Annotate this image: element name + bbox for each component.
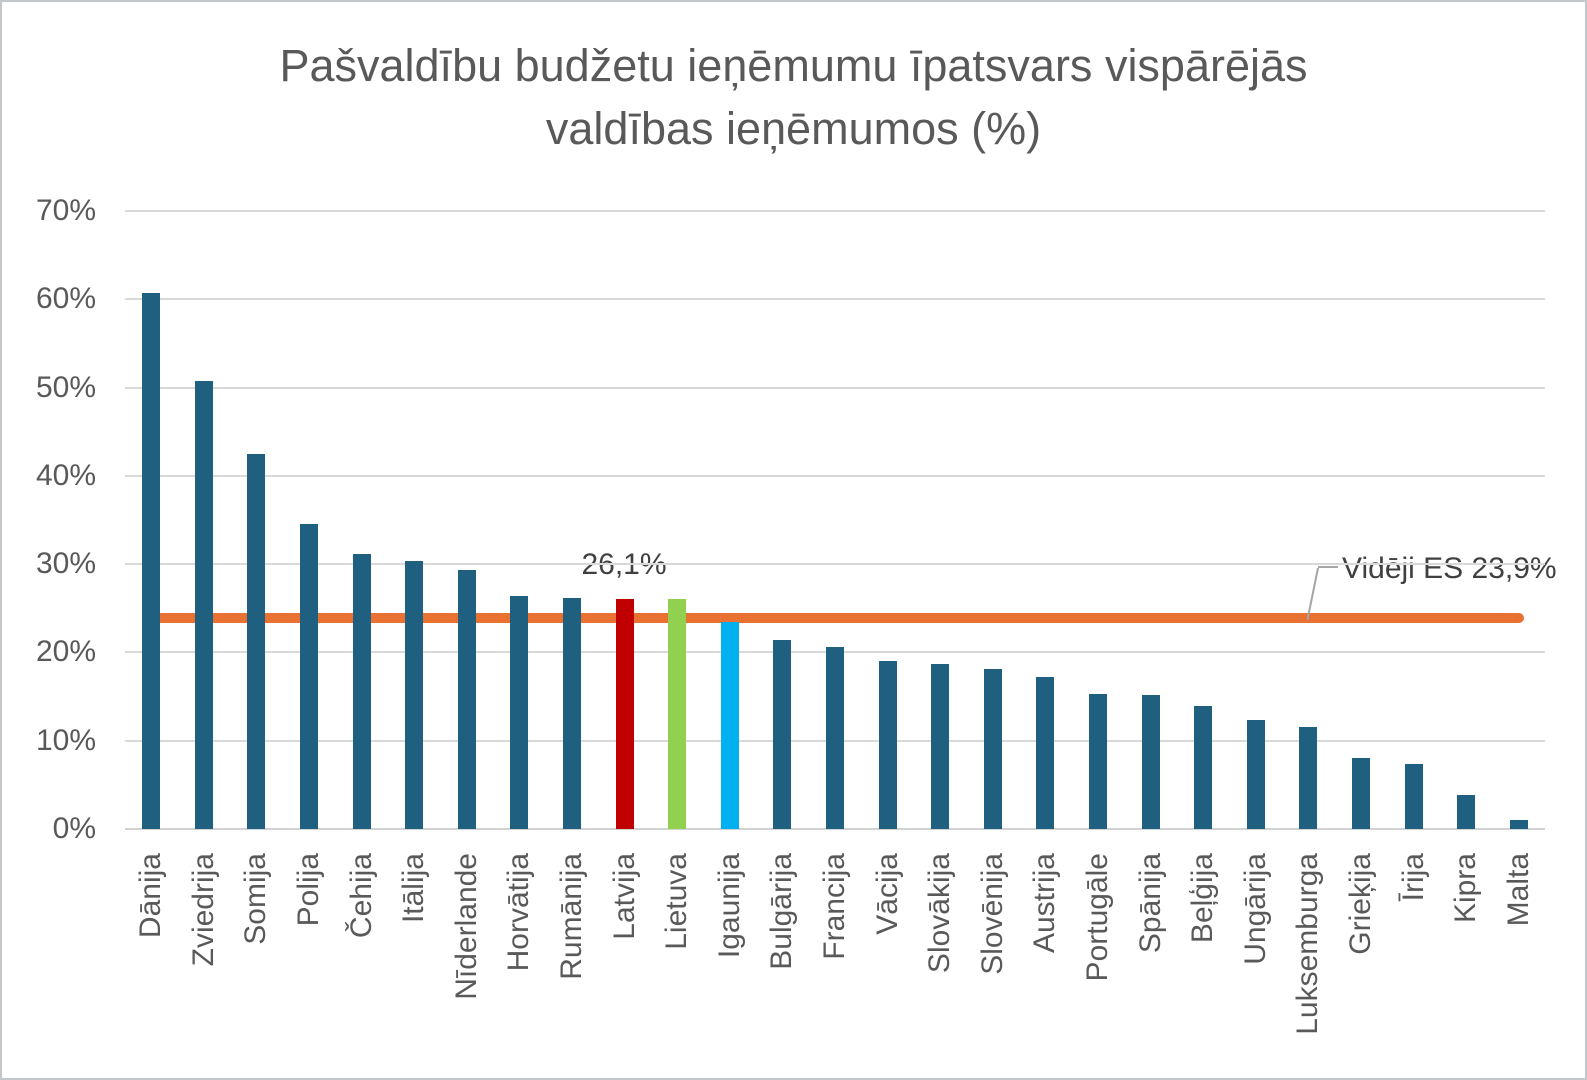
- x-axis-label: Kipra: [1449, 853, 1483, 924]
- x-axis-label: Itālija: [397, 853, 431, 924]
- gridline: [125, 474, 1545, 477]
- bar-malta: [1509, 820, 1528, 829]
- gridline: [125, 210, 1545, 212]
- bar-portugāle: [1088, 693, 1107, 829]
- x-axis-line: [125, 828, 1545, 830]
- bar-zviedrija: [194, 380, 213, 829]
- x-axis-label: Zviedrija: [186, 853, 220, 967]
- x-axis-label: Nīderlande: [449, 853, 483, 1000]
- bar-slovēnija: [983, 669, 1002, 829]
- bar-spānija: [1141, 694, 1160, 829]
- x-axis-label: Spānija: [1133, 853, 1167, 954]
- y-axis-label: 30%: [35, 547, 96, 581]
- x-axis-label: Slovākija: [923, 853, 957, 974]
- x-axis-label: Vācija: [870, 853, 904, 935]
- x-axis-label: Latvija: [607, 853, 641, 940]
- y-axis-label: 0%: [52, 812, 96, 845]
- average-line-label: Vidēji ES 23,9%: [1342, 552, 1557, 585]
- x-axis-label: Beļģija: [1186, 853, 1220, 944]
- bar-francija: [826, 647, 844, 829]
- x-axis-label: Bulgārija: [765, 853, 799, 970]
- bar-grieķija: [1351, 758, 1370, 829]
- x-axis-label: Luksemburga: [1291, 853, 1325, 1035]
- bar-lietuva: [668, 599, 687, 829]
- bar-luksemburga: [1299, 727, 1318, 829]
- x-axis-label: Somija: [239, 853, 273, 945]
- x-axis-label: Horvātija: [502, 853, 536, 972]
- x-axis-label: Portugāle: [1080, 853, 1114, 982]
- x-axis-label: Ungārija: [1238, 853, 1272, 965]
- x-axis-label: Francija: [818, 853, 851, 960]
- x-axis-label: Rumānija: [555, 853, 589, 980]
- bar-polija: [300, 523, 319, 829]
- x-axis-label: Čehija: [344, 853, 378, 939]
- y-axis-label: 70%: [35, 194, 96, 227]
- x-axis-label: Igaunija: [712, 853, 746, 959]
- bar-rumānija: [563, 597, 582, 829]
- bar-slovākija: [931, 663, 950, 829]
- chart-title: Pašvaldību budžetu ieņēmumu īpatsvars vi…: [2, 34, 1585, 160]
- x-axis-label: Īrija: [1396, 853, 1430, 902]
- bar-nīderlande: [457, 570, 476, 829]
- bar-austrija: [1036, 677, 1055, 829]
- x-axis-label: Lietuva: [660, 853, 694, 950]
- x-axis-label: Austrija: [1028, 853, 1062, 954]
- bar-dānija: [142, 293, 161, 829]
- average-line: [145, 612, 1524, 623]
- bar-bulgārija: [773, 640, 792, 829]
- bar-itālija: [405, 561, 424, 829]
- average-line-callout-horizontal: [1318, 566, 1338, 568]
- bar-igaunija: [720, 622, 739, 829]
- bar-kipra: [1457, 794, 1476, 829]
- chart-title-line1: Pašvaldību budžetu ieņēmumu īpatsvars vi…: [279, 40, 1308, 91]
- x-axis-label: Grieķija: [1343, 853, 1377, 955]
- x-axis-label: Polija: [292, 853, 326, 927]
- x-axis-label: Malta: [1501, 853, 1535, 927]
- bar-vācija: [878, 661, 897, 829]
- y-axis-label: 50%: [35, 370, 96, 404]
- y-axis-label: 10%: [35, 723, 96, 757]
- gridline: [125, 386, 1545, 389]
- gridline: [125, 298, 1545, 301]
- y-axis-label: 20%: [35, 635, 96, 669]
- bar-beļģija: [1194, 706, 1213, 829]
- bar-čehija: [352, 554, 371, 829]
- bar-latvija: [615, 598, 634, 829]
- bar-īrija: [1404, 763, 1423, 829]
- bar-ungārija: [1246, 719, 1265, 829]
- x-axis-label: Slovēnija: [975, 853, 1009, 975]
- x-axis-label: Dānija: [134, 853, 168, 939]
- bar-somija: [247, 453, 266, 829]
- chart-title-line2: valdības ieņēmumos (%): [545, 103, 1042, 154]
- bar-horvātija: [510, 595, 529, 829]
- y-axis-label: 40%: [35, 458, 96, 492]
- y-axis-label: 60%: [35, 282, 96, 316]
- gridline: [125, 563, 1545, 566]
